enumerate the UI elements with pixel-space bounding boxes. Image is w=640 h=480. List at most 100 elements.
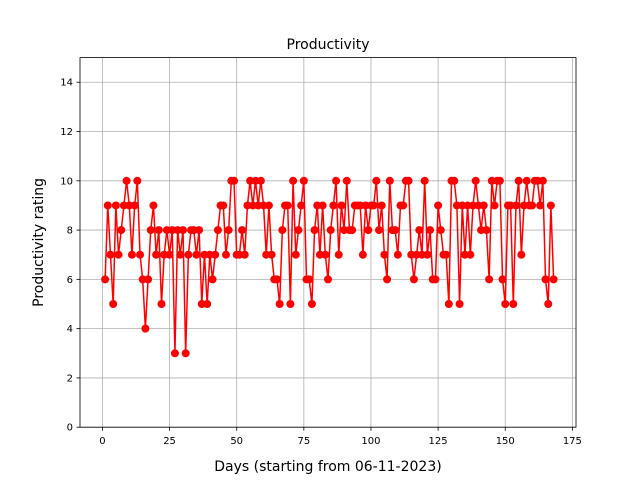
data-point [291,250,300,259]
data-point [283,201,292,210]
y-tick-label: 6 [67,275,73,286]
y-tick-label: 4 [67,324,73,335]
data-point [498,275,507,284]
data-point [256,176,265,185]
data-point [310,226,319,235]
data-point [321,250,330,259]
data-point [133,176,142,185]
data-point [203,300,212,308]
data-point [536,201,545,210]
data-point [479,201,488,210]
data-point [514,176,523,185]
data-point [442,250,451,259]
data-point [337,201,346,210]
data-point [546,201,555,210]
data-point [364,226,373,235]
y-tick-label: 10 [60,176,73,187]
data-point [106,250,115,259]
data-point [240,250,249,259]
y-tick-label: 8 [67,226,73,237]
data-point [358,250,367,259]
data-point [538,176,547,185]
data-point [544,300,553,308]
data-point [219,201,228,210]
data-point [391,226,400,235]
data-point [305,275,314,284]
data-point [541,275,550,284]
chart-title: Productivity [287,37,370,53]
data-point [286,300,295,308]
data-point [184,250,193,259]
data-point [103,201,112,210]
data-point [436,226,445,235]
data-point [348,226,357,235]
data-point [109,300,118,308]
data-point [181,349,190,358]
data-point [141,324,150,333]
x-axis-label: Days (starting from 06-11-2023) [214,459,441,475]
data-point [264,201,273,210]
data-point [522,176,531,185]
data-point [294,226,303,235]
data-point [369,201,378,210]
data-point [485,275,494,284]
data-point [144,275,153,284]
data-point [415,226,424,235]
data-point [275,300,284,308]
data-point [549,275,558,284]
data-point [221,250,230,259]
data-point [326,226,335,235]
data-point [224,226,233,235]
data-point [377,201,386,210]
data-point [272,275,281,284]
data-point [195,226,204,235]
data-point [111,201,120,210]
x-tick-label: 150 [496,436,515,447]
data-point [490,201,499,210]
data-point [511,201,520,210]
x-tick-label: 75 [297,436,310,447]
data-point [299,176,308,185]
data-point [334,250,343,259]
data-point [114,250,123,259]
data-point [332,176,341,185]
data-point [431,275,440,284]
data-point [208,275,217,284]
data-point [509,300,518,308]
data-point [383,275,392,284]
ticks: 0 25 50 75 100 125 150 175 0 2 4 6 8 10 12 14 [60,78,582,447]
data-point [517,250,526,259]
data-point [176,250,185,259]
y-axis-label: Productivity rating [31,178,47,307]
data-point [278,226,287,235]
data-point [329,201,338,210]
data-point [117,226,126,235]
data-point [324,275,332,284]
data-point [267,250,276,259]
data-point [528,201,537,210]
data-point [136,250,145,259]
data-point [127,250,136,259]
x-tick-label: 0 [99,436,105,447]
data-point [238,226,247,235]
data-point [375,226,384,235]
data-point [423,250,432,259]
data-point [122,176,131,185]
data-point [170,349,179,358]
data-point [101,275,110,284]
y-tick-label: 2 [67,373,73,384]
data-point [297,201,306,210]
x-tick-label: 100 [361,436,380,447]
data-point [130,201,139,210]
data-point [420,176,429,185]
data-point [466,250,475,259]
data-point [149,201,158,210]
data-point [434,201,443,210]
plot-frame [79,57,577,428]
data-point [154,226,163,235]
data-point [444,300,453,308]
x-tick-label: 50 [230,436,243,447]
data-point [178,226,187,235]
data-point [426,226,435,235]
